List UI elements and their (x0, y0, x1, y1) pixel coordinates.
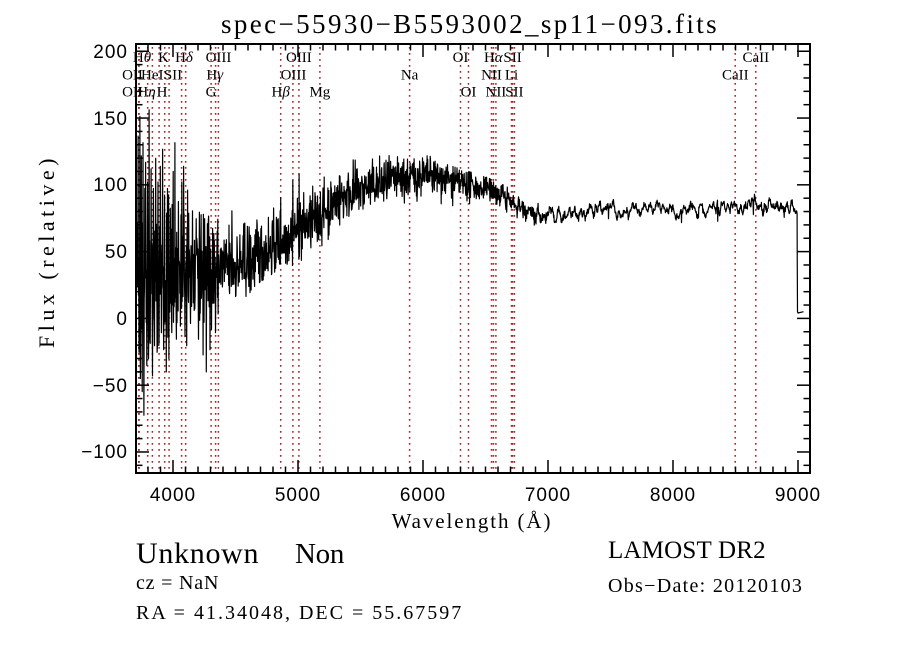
svg-text:NII: NII (485, 85, 506, 101)
svg-text:0: 0 (116, 309, 128, 330)
svg-text:OIII: OIII (281, 68, 307, 84)
svg-text:Non: Non (295, 538, 345, 570)
svg-text:4000: 4000 (150, 485, 196, 506)
svg-text:OII: OII (122, 68, 143, 84)
svg-text:H: H (157, 85, 168, 101)
svg-text:−100: −100 (81, 442, 128, 463)
svg-text:Unknown: Unknown (136, 537, 259, 570)
svg-text:cz = NaN: cz = NaN (136, 572, 219, 594)
svg-text:50: 50 (105, 242, 128, 263)
svg-text:Hδ: Hδ (175, 50, 194, 66)
svg-text:CaII: CaII (742, 50, 769, 66)
svg-text:200: 200 (93, 42, 128, 63)
svg-text:SII: SII (503, 50, 521, 66)
svg-text:spec−55930−B5593002_sp11−093.f: spec−55930−B5593002_sp11−093.fits (221, 9, 719, 39)
svg-text:5000: 5000 (275, 485, 321, 506)
svg-text:NII: NII (481, 68, 502, 84)
svg-text:Wavelength (Å): Wavelength (Å) (392, 509, 553, 533)
svg-text:OI: OI (461, 85, 477, 101)
svg-text:Li: Li (505, 68, 518, 84)
svg-text:100: 100 (93, 175, 128, 196)
svg-text:Mg: Mg (309, 85, 330, 101)
svg-text:HeI: HeI (141, 68, 164, 84)
svg-text:Hγ: Hγ (206, 68, 224, 84)
svg-text:Flux (relative): Flux (relative) (34, 154, 59, 348)
svg-text:−50: −50 (93, 376, 128, 397)
svg-text:9000: 9000 (775, 485, 821, 506)
svg-text:OIII: OIII (206, 50, 232, 66)
svg-text:8000: 8000 (650, 485, 696, 506)
svg-text:RA = 41.34048, DEC = 55.6759: RA = 41.34048, DEC = 55.67597 (136, 602, 463, 624)
svg-text:K: K (158, 50, 169, 66)
svg-text:CaII: CaII (722, 68, 749, 84)
svg-text:Hβ: Hβ (272, 85, 291, 101)
svg-text:Na: Na (401, 68, 419, 84)
svg-text:7000: 7000 (525, 485, 571, 506)
svg-text:SII: SII (505, 85, 523, 101)
svg-text:OI: OI (453, 50, 469, 66)
svg-text:SII: SII (164, 68, 182, 84)
svg-text:G: G (206, 85, 217, 101)
svg-text:150: 150 (93, 109, 128, 130)
svg-text:OII: OII (122, 85, 143, 101)
svg-text:Hα: Hα (484, 50, 504, 66)
svg-text:Hη: Hη (137, 85, 155, 101)
svg-text:Obs−Date: 20120103: Obs−Date: 20120103 (608, 575, 803, 597)
svg-text:6000: 6000 (400, 485, 446, 506)
svg-text:LAMOST DR2: LAMOST DR2 (608, 537, 766, 564)
svg-text:OIII: OIII (286, 50, 312, 66)
svg-text:Hθ: Hθ (133, 50, 152, 66)
